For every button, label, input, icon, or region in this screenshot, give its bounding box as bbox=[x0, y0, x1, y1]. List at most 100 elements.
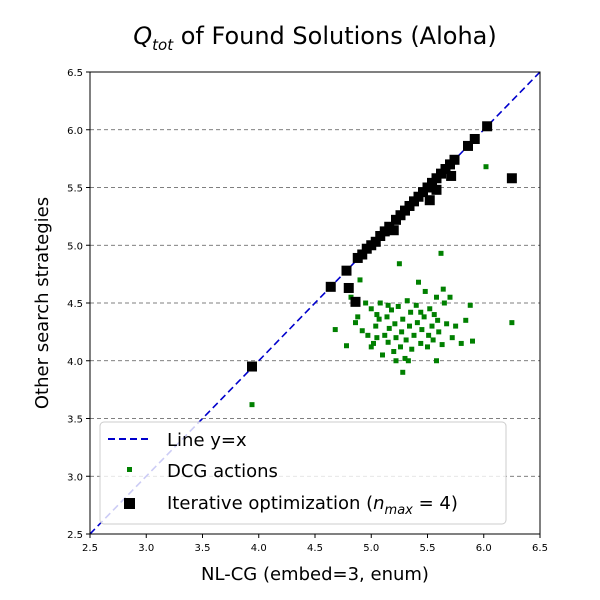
dcg-action-point bbox=[427, 306, 433, 312]
dcg-action-point bbox=[385, 339, 391, 345]
dcg-action-point bbox=[373, 323, 379, 329]
dcg-action-point bbox=[509, 320, 515, 326]
x-tick-label: 3.0 bbox=[138, 543, 154, 554]
dcg-action-point bbox=[419, 327, 425, 333]
y-axis-title: Other search strategies bbox=[32, 197, 53, 409]
dcg-action-point bbox=[426, 332, 432, 338]
x-tick-label: 2.5 bbox=[82, 543, 98, 554]
iterative-optimization-point bbox=[388, 225, 399, 236]
legend-label-line: Line y=x bbox=[167, 430, 247, 451]
legend-iter-var: n bbox=[373, 493, 384, 514]
y-tick-label: 5.5 bbox=[67, 184, 83, 195]
legend-label-iter: Iterative optimization (nmax = 4) bbox=[167, 493, 458, 518]
y-tick-label: 6.5 bbox=[67, 68, 83, 79]
dcg-action-point bbox=[357, 277, 363, 283]
dcg-action-point bbox=[467, 302, 473, 308]
dcg-action-point bbox=[416, 279, 421, 285]
dcg-action-point bbox=[408, 309, 414, 315]
iterative-optimization-point bbox=[350, 296, 361, 307]
dcg-action-point bbox=[396, 261, 402, 267]
y-tick-label: 3.0 bbox=[67, 472, 83, 483]
iterative-optimization-point bbox=[469, 133, 480, 144]
iterative-optimization-point bbox=[343, 282, 354, 293]
legend-dcg-swatch bbox=[127, 467, 132, 472]
dcg-action-point bbox=[368, 306, 374, 312]
dcg-action-point bbox=[382, 332, 388, 338]
dcg-action-point bbox=[430, 337, 436, 343]
dcg-action-point bbox=[368, 344, 374, 350]
dcg-action-point bbox=[439, 342, 445, 348]
dcg-action-point bbox=[405, 358, 411, 364]
iterative-optimization-point bbox=[482, 121, 493, 132]
title-rest: of Found Solutions (Aloha) bbox=[173, 22, 497, 50]
x-tick-label: 3.5 bbox=[195, 543, 211, 554]
dcg-action-point bbox=[421, 314, 427, 320]
dcg-action-point bbox=[441, 300, 447, 306]
iterative-optimization-point bbox=[449, 154, 460, 165]
dcg-action-point bbox=[344, 343, 349, 349]
title-q: Q bbox=[133, 22, 152, 50]
dcg-action-point bbox=[384, 314, 390, 320]
legend-iter-prefix: Iterative optimization ( bbox=[167, 493, 373, 514]
dcg-action-point bbox=[447, 294, 453, 300]
chart-title: Qtot of Found Solutions (Aloha) bbox=[133, 22, 496, 54]
dcg-action-point bbox=[458, 340, 464, 346]
legend-iter-sub: max bbox=[385, 503, 414, 518]
dcg-action-point bbox=[400, 369, 406, 375]
title-subscript: tot bbox=[152, 36, 174, 54]
dcg-action-point bbox=[392, 321, 398, 327]
x-tick-label: 6.0 bbox=[476, 543, 492, 554]
dcg-action-point bbox=[403, 337, 409, 343]
iterative-optimization-point bbox=[463, 140, 473, 151]
dcg-action-point bbox=[435, 317, 441, 323]
y-tick-label: 6.0 bbox=[67, 126, 83, 137]
dcg-action-point bbox=[371, 340, 376, 346]
dcg-action-point bbox=[332, 327, 338, 333]
dcg-action-point bbox=[363, 300, 369, 306]
dcg-action-point bbox=[434, 294, 439, 300]
dcg-action-point bbox=[380, 352, 385, 358]
dcg-action-point bbox=[431, 312, 437, 318]
x-tick-label: 4.5 bbox=[307, 543, 323, 554]
dcg-action-point bbox=[353, 320, 358, 326]
line-y-equals-x bbox=[89, 71, 541, 535]
dcg-action-point bbox=[359, 328, 365, 334]
legend: Line y=x DCG actions Iterative optimizat… bbox=[99, 421, 507, 525]
iterative-optimization-point bbox=[325, 281, 336, 292]
y-tick-label: 3.5 bbox=[67, 415, 83, 426]
iterative-optimization-point bbox=[446, 170, 457, 181]
iterative-optimization-point bbox=[506, 173, 517, 184]
iterative-optimization-point bbox=[357, 249, 368, 260]
dcg-action-point bbox=[249, 402, 255, 408]
dcg-action-point bbox=[470, 338, 475, 344]
dcg-action-point bbox=[393, 358, 399, 364]
y-tick-label: 5.0 bbox=[67, 241, 83, 252]
legend-box bbox=[99, 421, 507, 525]
dcg-action-point bbox=[386, 325, 392, 331]
dcg-action-point bbox=[393, 335, 399, 341]
dcg-action-point bbox=[374, 312, 380, 318]
plot-data bbox=[89, 71, 541, 535]
dcg-action-point bbox=[395, 303, 401, 309]
dcg-action-point bbox=[376, 316, 382, 322]
dcg-action-point bbox=[391, 349, 397, 355]
dcg-action-point bbox=[414, 320, 420, 326]
dcg-action-point bbox=[411, 332, 417, 338]
y-tick-label: 4.5 bbox=[67, 299, 83, 310]
dcg-action-point bbox=[365, 332, 371, 338]
dcg-action-point bbox=[385, 302, 391, 308]
dcg-action-point bbox=[418, 340, 424, 346]
x-tick-label: 4.0 bbox=[251, 543, 267, 554]
dcg-action-point bbox=[463, 317, 469, 323]
dcg-action-point bbox=[436, 329, 442, 335]
y-tick-label: 4.0 bbox=[67, 357, 83, 368]
legend-iter-suffix: = 4) bbox=[413, 493, 458, 514]
iterative-optimization-point bbox=[341, 265, 352, 276]
dcg-action-point bbox=[438, 250, 444, 256]
iterative-optimization-point bbox=[370, 236, 381, 247]
legend-iter-swatch bbox=[124, 498, 135, 509]
x-axis-title: NL-CG (embed=3, enum) bbox=[201, 564, 429, 585]
dcg-action-point bbox=[413, 302, 419, 308]
dcg-action-point bbox=[409, 346, 415, 352]
